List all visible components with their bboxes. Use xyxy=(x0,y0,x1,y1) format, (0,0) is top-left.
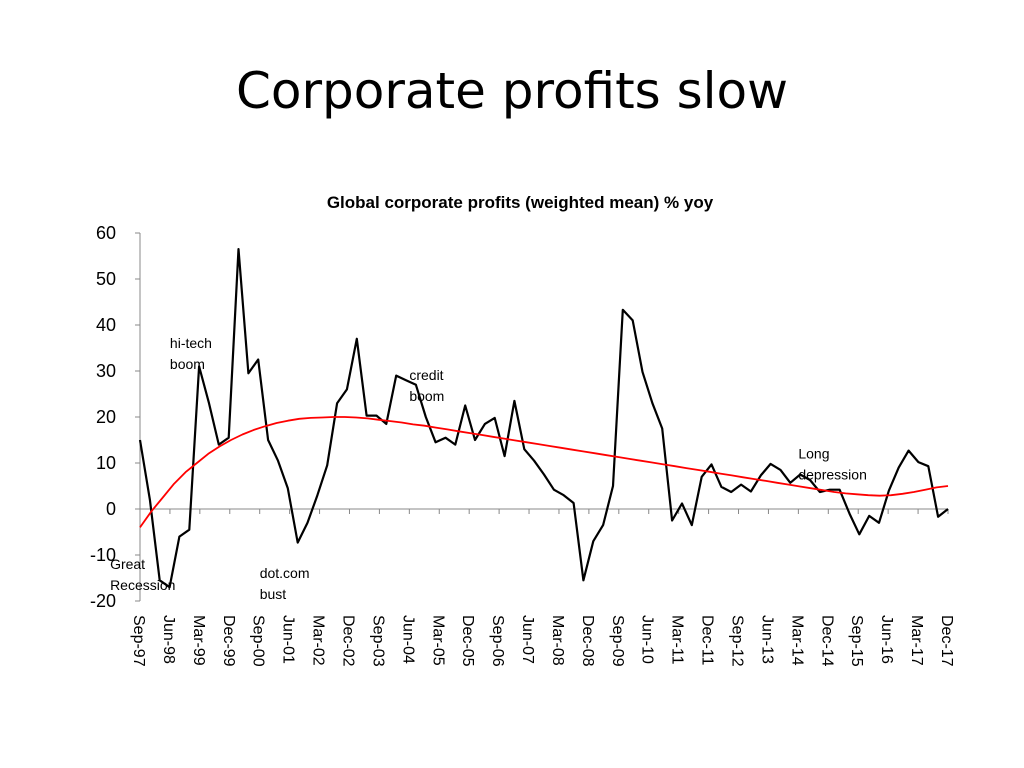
y-tick-label: -10 xyxy=(90,545,116,565)
annotation-text: credit boom xyxy=(409,367,444,404)
annotation-line: hi-tech xyxy=(170,335,212,351)
x-tick-label: Sep-15 xyxy=(848,615,865,667)
y-tick-label: 60 xyxy=(96,223,116,243)
x-tick-label: Mar-02 xyxy=(310,615,327,666)
x-tick-label: Sep-97 xyxy=(130,615,147,667)
annotation-line: Great xyxy=(110,556,145,572)
x-tick-label: Jun-07 xyxy=(519,615,536,664)
x-tick-label: Jun-98 xyxy=(160,615,177,664)
trend-line xyxy=(139,416,949,528)
x-tick-label: Jun-16 xyxy=(878,615,895,664)
annotation-line: boom xyxy=(170,356,205,372)
x-tick-label: Dec-02 xyxy=(339,615,356,667)
x-tick-label: Dec-99 xyxy=(220,615,237,667)
x-tick-label: Jun-10 xyxy=(639,615,656,664)
data-series-line xyxy=(138,248,949,589)
annotation-line: Long xyxy=(798,445,829,461)
x-tick-label: Mar-14 xyxy=(788,615,805,666)
x-tick-label: Mar-99 xyxy=(190,615,207,666)
x-tick-label: Sep-09 xyxy=(609,615,626,667)
x-tick-label: Jun-13 xyxy=(758,615,775,664)
x-tick-label: Mar-05 xyxy=(429,615,446,666)
annotation-text: dot.com bust xyxy=(260,565,310,602)
annotation-layer: hi-tech boom dot.com bust credit boom Great Rec… xyxy=(110,335,867,602)
annotation-line: dot.com xyxy=(260,565,310,581)
y-tick-label: 30 xyxy=(96,361,116,381)
x-tick-label: Mar-11 xyxy=(669,615,686,665)
annotation-text: Great Recession xyxy=(110,556,175,593)
x-tick-label: Sep-00 xyxy=(250,615,267,667)
x-tick-label: Mar-17 xyxy=(908,615,925,666)
x-tick-label: Dec-17 xyxy=(938,615,955,667)
annotation-line: boom xyxy=(409,388,444,404)
y-tick-label: 40 xyxy=(96,315,116,335)
x-tick-label: Sep-06 xyxy=(489,615,506,667)
x-tick-label: Mar-08 xyxy=(549,615,566,666)
y-tick-label: 0 xyxy=(106,499,116,519)
x-tick-label: Dec-05 xyxy=(459,615,476,667)
x-tick-label: Sep-03 xyxy=(369,615,386,667)
x-tick-label: Dec-11 xyxy=(699,615,716,665)
y-tick-label: 20 xyxy=(96,407,116,427)
x-tick-label: Jun-04 xyxy=(399,615,416,664)
y-tick-label: -20 xyxy=(90,591,116,611)
series-layer xyxy=(138,248,949,589)
annotation-line: credit xyxy=(409,367,443,383)
slide-title: Corporate profits slow xyxy=(235,62,789,120)
x-tick-label: Jun-01 xyxy=(280,615,297,664)
chart-axes: 60 50 40 30 20 10 0 -10 -20 Sep-97 Jun-98 Mar-99 Dec… xyxy=(90,223,955,667)
x-tick-label: Dec-08 xyxy=(579,615,596,667)
annotation-line: depression xyxy=(798,466,867,482)
chart-title: Global corporate profits (weighted mean)… xyxy=(327,193,714,212)
x-tick-label: Dec-14 xyxy=(818,615,835,667)
annotation-line: Recession xyxy=(110,577,175,593)
annotation-text: hi-tech boom xyxy=(170,335,212,372)
x-tick-label: Sep-12 xyxy=(729,615,746,667)
y-tick-label: 50 xyxy=(96,269,116,289)
annotation-text: Long depression xyxy=(798,445,867,482)
annotation-line: bust xyxy=(260,586,287,602)
y-tick-label: 10 xyxy=(96,453,116,473)
